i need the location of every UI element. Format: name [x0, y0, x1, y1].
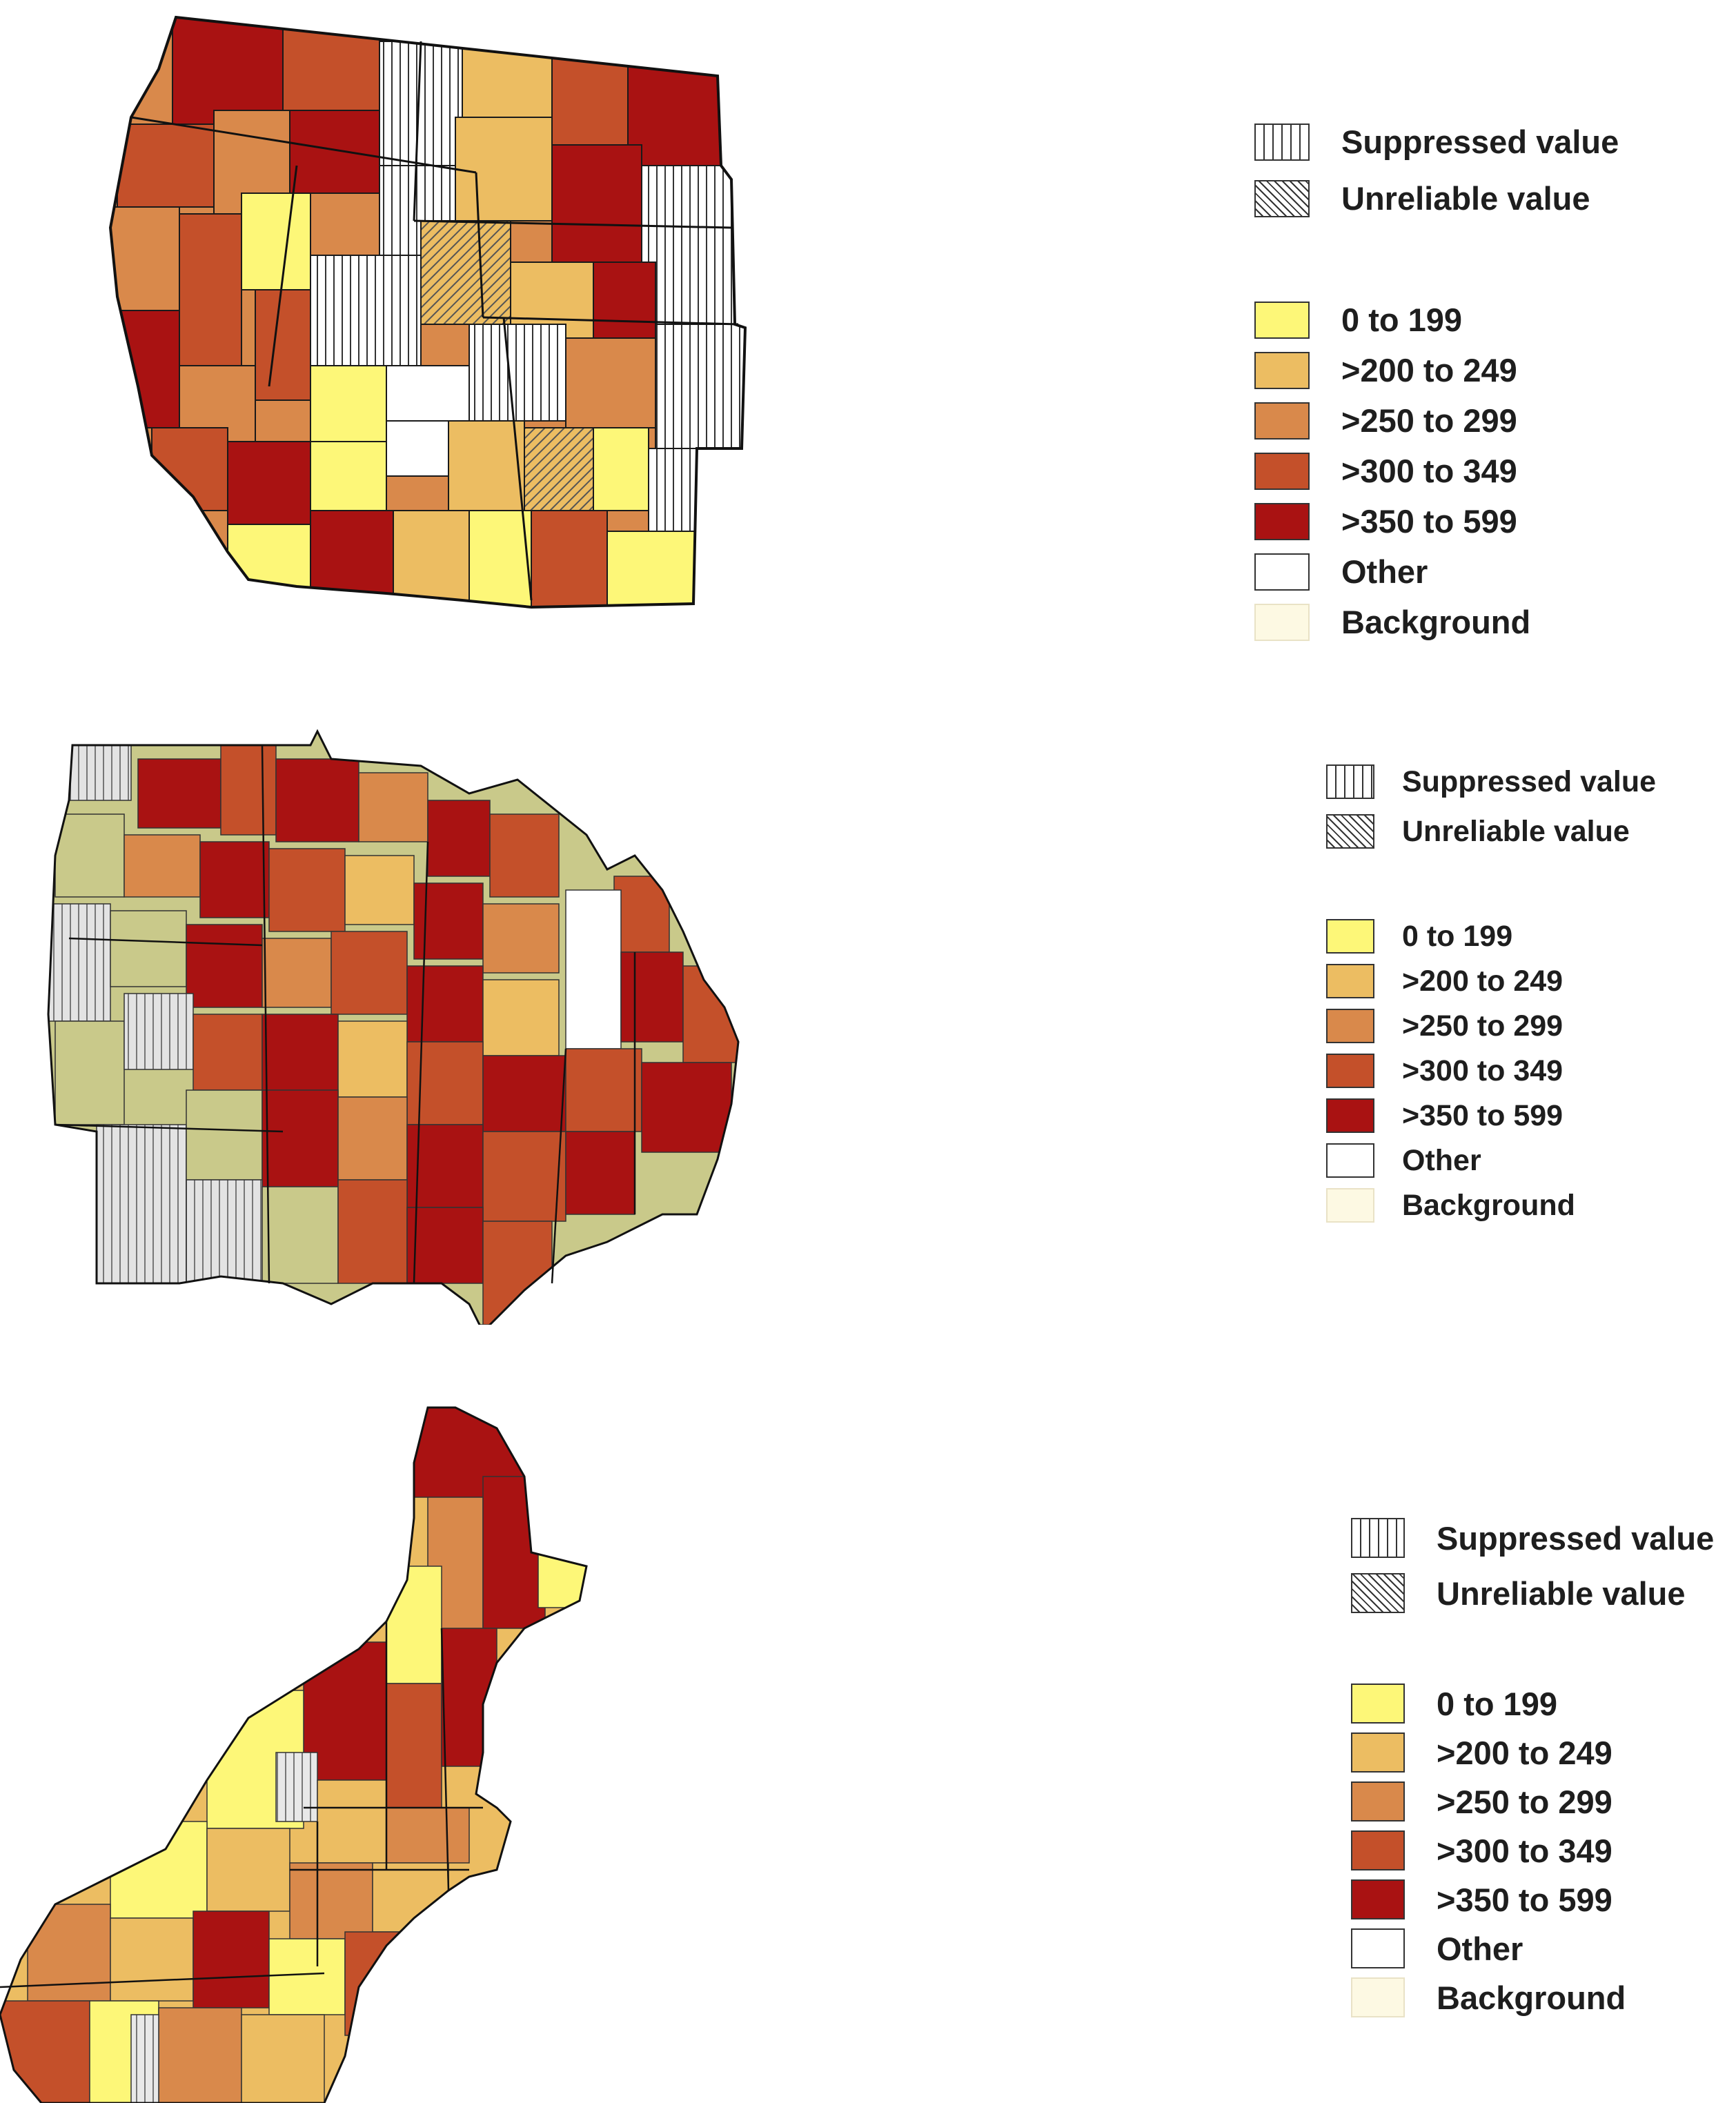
unreliable-label: Unreliable value	[1437, 1574, 1686, 1612]
unreliable-label: Unreliable value	[1341, 180, 1590, 217]
legend-class-row: >250 to 299	[1351, 1781, 1612, 1821]
class-swatch	[1351, 1781, 1405, 1821]
west-county-map	[108, 15, 747, 609]
class-label: 0 to 199	[1341, 302, 1463, 338]
legend-class-row: Other	[1351, 1928, 1523, 1968]
class-label: >200 to 249	[1437, 1734, 1612, 1771]
legend-unreliable-row: Unreliable value	[1351, 1573, 1686, 1613]
legend-class-row: 0 to 199	[1326, 919, 1512, 954]
class-swatch	[1351, 1977, 1405, 2017]
class-label: >350 to 599	[1402, 1098, 1564, 1132]
legend-class-row: >200 to 249	[1254, 351, 1517, 389]
class-label: >250 to 299	[1437, 1783, 1612, 1820]
legend-class-row: >250 to 299	[1326, 1009, 1563, 1043]
class-swatch	[1254, 402, 1310, 440]
class-swatch	[1351, 1879, 1405, 1919]
class-label: >200 to 249	[1402, 964, 1564, 998]
northeast-county-map	[0, 1406, 588, 2103]
class-label: >300 to 349	[1402, 1054, 1564, 1087]
legend-class-row: >350 to 599	[1351, 1879, 1612, 1919]
unreliable-label: Unreliable value	[1402, 814, 1630, 848]
class-swatch	[1254, 502, 1310, 540]
legend-class-row: >200 to 249	[1351, 1732, 1612, 1773]
suppressed-swatch	[1254, 123, 1310, 161]
class-label: >350 to 599	[1341, 503, 1517, 540]
unreliable-swatch	[1326, 814, 1374, 849]
legend-class-row: Background	[1351, 1977, 1626, 2017]
class-swatch	[1254, 452, 1310, 490]
class-label: >300 to 349	[1341, 453, 1517, 489]
class-swatch	[1351, 1732, 1405, 1773]
class-label: Background	[1402, 1188, 1575, 1222]
northeast-legend: Suppressed value Unreliable value 0 to 1…	[1351, 1518, 1736, 2070]
class-swatch	[1254, 553, 1310, 591]
class-swatch	[1351, 1830, 1405, 1870]
class-label: 0 to 199	[1402, 919, 1513, 953]
class-swatch	[1326, 1054, 1374, 1088]
legend-class-row: 0 to 199	[1254, 301, 1462, 339]
class-label: >250 to 299	[1341, 402, 1517, 439]
class-swatch	[1254, 351, 1310, 389]
class-swatch	[1254, 603, 1310, 641]
class-swatch	[1254, 301, 1310, 339]
legend-unreliable-row: Unreliable value	[1326, 814, 1630, 849]
class-label: 0 to 199	[1437, 1685, 1558, 1722]
northeast-panel: Suppressed value Unreliable value 0 to 1…	[0, 1394, 1736, 2103]
legend-class-row: >300 to 349	[1326, 1054, 1563, 1088]
suppressed-swatch	[1351, 1518, 1405, 1558]
midwest-legend: Suppressed value Unreliable value 0 to 1…	[1326, 764, 1713, 1289]
class-label: >250 to 299	[1402, 1009, 1564, 1043]
class-swatch	[1326, 1188, 1374, 1223]
class-label: Other	[1402, 1143, 1481, 1177]
class-label: >300 to 349	[1437, 1832, 1612, 1869]
suppressed-label: Suppressed value	[1341, 124, 1619, 160]
class-swatch	[1326, 1143, 1374, 1178]
legend-suppressed-row: Suppressed value	[1254, 123, 1619, 161]
legend-class-row: 0 to 199	[1351, 1684, 1557, 1724]
legend-class-row: >350 to 599	[1326, 1098, 1563, 1133]
class-label: Other	[1341, 553, 1428, 590]
unreliable-swatch	[1351, 1573, 1405, 1613]
legend-class-row: >300 to 349	[1351, 1830, 1612, 1870]
legend-class-row: Other	[1254, 553, 1428, 591]
suppressed-label: Suppressed value	[1437, 1519, 1715, 1557]
legend-suppressed-row: Suppressed value	[1351, 1518, 1714, 1558]
west-legend: Suppressed value Unreliable value 0 to 1…	[1254, 123, 1710, 661]
class-swatch	[1326, 1098, 1374, 1133]
suppressed-swatch	[1326, 764, 1374, 799]
suppressed-label: Suppressed value	[1402, 764, 1657, 798]
legend-class-row: >350 to 599	[1254, 502, 1517, 540]
class-label: Other	[1437, 1930, 1523, 1967]
class-swatch	[1326, 1009, 1374, 1043]
legend-class-row: >300 to 349	[1254, 452, 1517, 490]
legend-class-row: Background	[1254, 603, 1530, 641]
class-swatch	[1326, 964, 1374, 998]
class-swatch	[1326, 919, 1374, 954]
unreliable-swatch	[1254, 179, 1310, 217]
legend-class-row: Other	[1326, 1143, 1481, 1178]
midwest-county-map	[47, 729, 740, 1325]
legend-unreliable-row: Unreliable value	[1254, 179, 1590, 217]
class-swatch	[1351, 1684, 1405, 1724]
class-label: >350 to 599	[1437, 1881, 1612, 1918]
legend-class-row: >200 to 249	[1326, 964, 1563, 998]
legend-class-row: Background	[1326, 1188, 1575, 1223]
class-label: Background	[1437, 1979, 1626, 2016]
midwest-panel: Suppressed value Unreliable value 0 to 1…	[0, 718, 1736, 1339]
class-label: >200 to 249	[1341, 352, 1517, 388]
legend-class-row: >250 to 299	[1254, 402, 1517, 440]
west-panel: Suppressed value Unreliable value 0 to 1…	[0, 0, 1736, 690]
class-label: Background	[1341, 604, 1531, 640]
class-swatch	[1351, 1928, 1405, 1968]
legend-suppressed-row: Suppressed value	[1326, 764, 1656, 799]
